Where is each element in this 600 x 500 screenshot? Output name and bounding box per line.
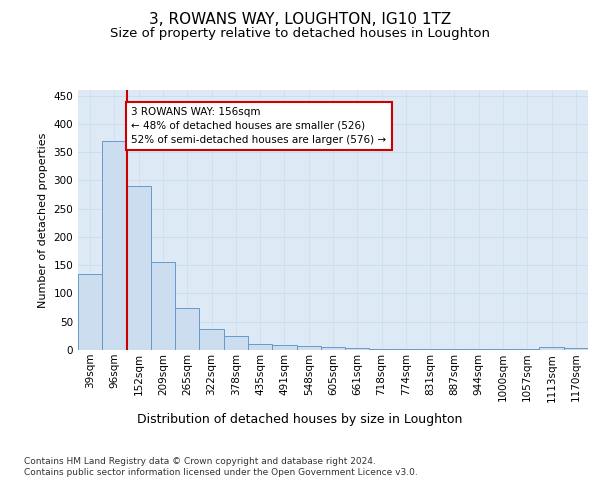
Bar xyxy=(102,141,127,350)
Text: Contains HM Land Registry data © Crown copyright and database right 2024.
Contai: Contains HM Land Registry data © Crown c… xyxy=(24,458,418,477)
Text: 3 ROWANS WAY: 156sqm
← 48% of detached houses are smaller (526)
52% of semi-deta: 3 ROWANS WAY: 156sqm ← 48% of detached h… xyxy=(131,107,386,145)
Bar xyxy=(345,348,370,350)
Bar xyxy=(224,336,248,350)
Bar xyxy=(78,274,102,350)
Bar xyxy=(199,329,224,350)
Y-axis label: Number of detached properties: Number of detached properties xyxy=(38,132,48,308)
Text: Size of property relative to detached houses in Loughton: Size of property relative to detached ho… xyxy=(110,28,490,40)
Bar xyxy=(370,349,394,350)
Bar xyxy=(321,347,345,350)
Text: Distribution of detached houses by size in Loughton: Distribution of detached houses by size … xyxy=(137,412,463,426)
Bar xyxy=(248,344,272,350)
Bar xyxy=(272,346,296,350)
Text: 3, ROWANS WAY, LOUGHTON, IG10 1TZ: 3, ROWANS WAY, LOUGHTON, IG10 1TZ xyxy=(149,12,451,28)
Bar xyxy=(175,308,199,350)
Bar xyxy=(564,348,588,350)
Bar xyxy=(151,262,175,350)
Bar xyxy=(127,186,151,350)
Bar xyxy=(296,346,321,350)
Bar xyxy=(539,347,564,350)
